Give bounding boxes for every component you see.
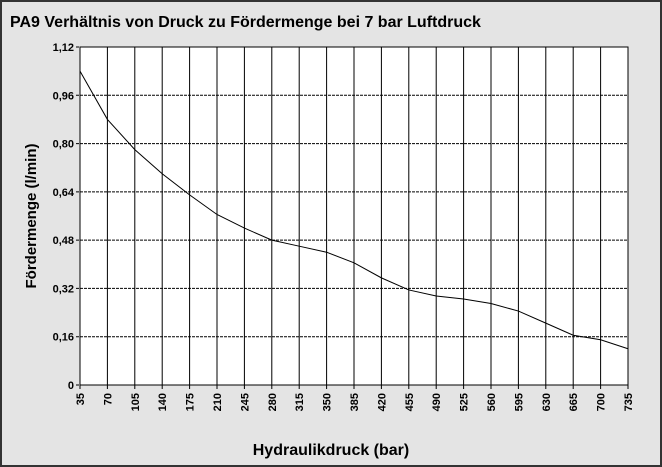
y-tick-label: 0,48 bbox=[53, 235, 74, 247]
x-tick-label: 630 bbox=[541, 393, 553, 411]
chart-title: PA9 Verhältnis von Druck zu Fördermenge … bbox=[10, 14, 481, 31]
x-tick-label: 735 bbox=[623, 393, 635, 411]
x-tick-label: 245 bbox=[239, 393, 251, 411]
x-tick-label: 175 bbox=[185, 393, 197, 411]
y-tick-label: 0,32 bbox=[53, 283, 74, 295]
x-tick-label: 700 bbox=[596, 393, 608, 411]
y-tick-label: 1,12 bbox=[53, 42, 74, 54]
y-tick-label: 0,16 bbox=[53, 332, 74, 344]
x-tick-label: 490 bbox=[431, 393, 443, 411]
x-tick-label: 210 bbox=[212, 393, 224, 411]
x-tick-label: 105 bbox=[130, 393, 142, 411]
x-tick-label: 315 bbox=[294, 393, 306, 411]
x-tick-label: 280 bbox=[267, 393, 279, 411]
y-tick-label: 0,96 bbox=[53, 90, 74, 102]
x-tick-label: 420 bbox=[376, 393, 388, 411]
line bbox=[79, 70, 629, 350]
y-axis-label: Fördermenge (l/min) bbox=[23, 143, 40, 288]
y-tick-label: 0,80 bbox=[53, 139, 74, 151]
x-tick-label: 455 bbox=[404, 393, 416, 411]
x-tick-label: 560 bbox=[486, 393, 498, 411]
x-tick-label: 385 bbox=[349, 393, 361, 411]
x-tick-label: 140 bbox=[157, 393, 169, 411]
x-tick-label: 665 bbox=[568, 393, 580, 411]
x-tick-label: 35 bbox=[75, 393, 87, 405]
y-tick-label: 0,64 bbox=[53, 187, 75, 199]
y-tick-label: 0 bbox=[68, 380, 74, 392]
x-tick-label: 525 bbox=[459, 393, 471, 411]
x-axis-label: Hydraulikdruck (bar) bbox=[253, 442, 409, 459]
x-tick-label: 350 bbox=[322, 393, 334, 411]
x-tick-label: 595 bbox=[513, 393, 525, 411]
x-tick-label: 70 bbox=[102, 393, 114, 405]
